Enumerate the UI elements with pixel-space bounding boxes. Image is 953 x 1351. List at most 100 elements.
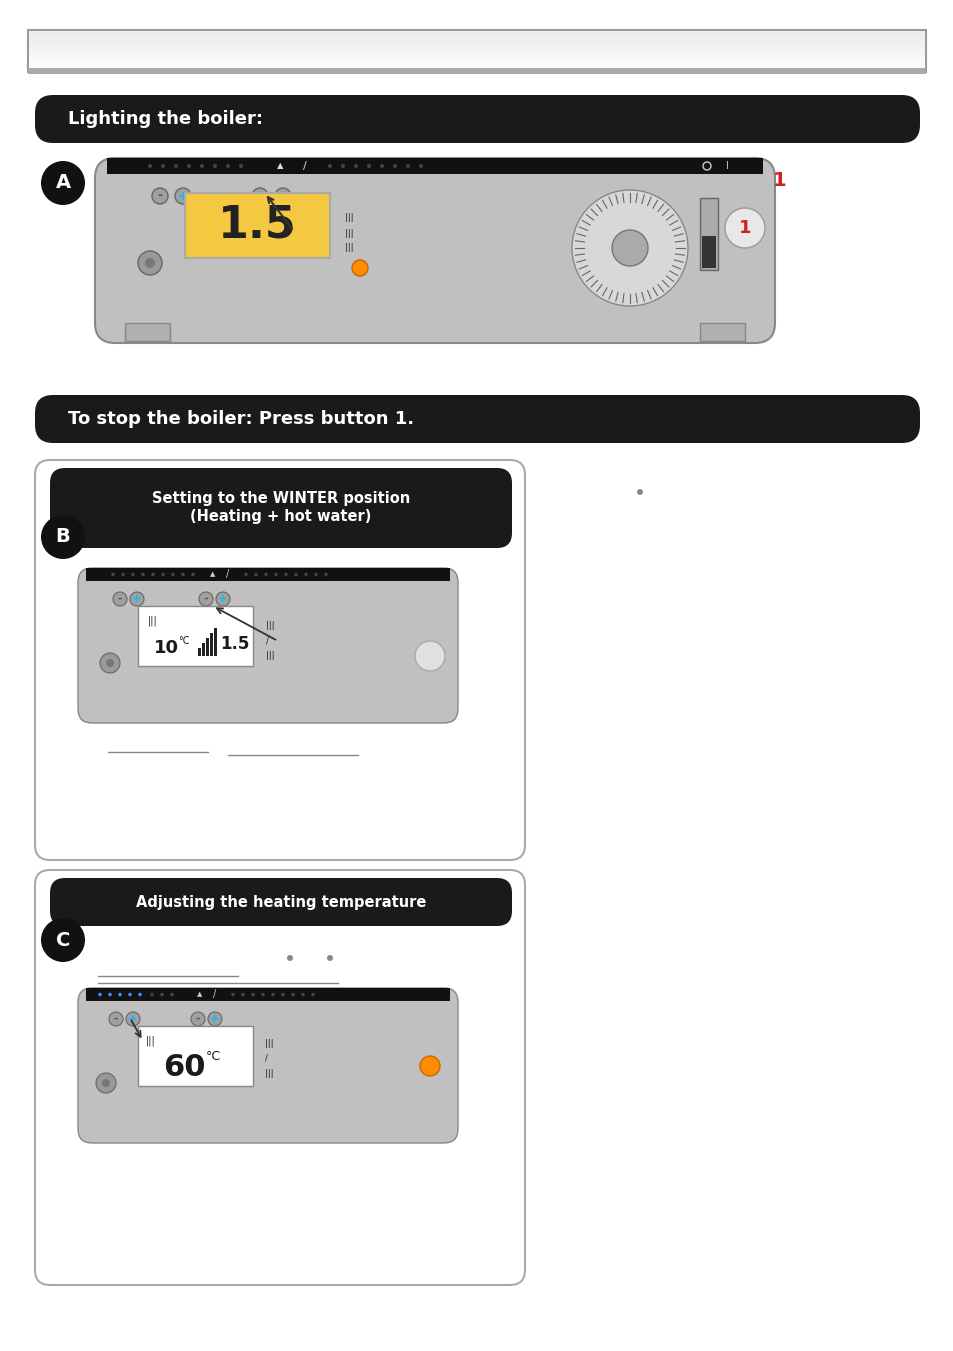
Text: I: I bbox=[725, 161, 728, 172]
Circle shape bbox=[226, 163, 230, 168]
Circle shape bbox=[231, 993, 234, 996]
Circle shape bbox=[191, 573, 194, 577]
Circle shape bbox=[181, 573, 185, 577]
Circle shape bbox=[264, 573, 268, 577]
Text: |||: ||| bbox=[345, 228, 354, 238]
Circle shape bbox=[126, 1012, 140, 1025]
Circle shape bbox=[161, 573, 165, 577]
Circle shape bbox=[354, 163, 357, 168]
Bar bbox=[28, 30, 925, 72]
Circle shape bbox=[208, 1012, 222, 1025]
Circle shape bbox=[261, 993, 265, 996]
Circle shape bbox=[239, 163, 243, 168]
Circle shape bbox=[281, 993, 285, 996]
Text: +: + bbox=[129, 1015, 137, 1024]
FancyBboxPatch shape bbox=[50, 878, 512, 925]
Circle shape bbox=[612, 230, 647, 266]
Circle shape bbox=[112, 592, 127, 607]
Circle shape bbox=[284, 573, 288, 577]
Text: |||: ||| bbox=[266, 621, 274, 631]
Text: ▲: ▲ bbox=[210, 571, 215, 577]
Circle shape bbox=[152, 188, 168, 204]
Circle shape bbox=[253, 573, 257, 577]
Text: /: / bbox=[303, 161, 307, 172]
Circle shape bbox=[160, 993, 164, 996]
Circle shape bbox=[367, 163, 371, 168]
Text: /: / bbox=[265, 1054, 268, 1062]
Circle shape bbox=[328, 163, 332, 168]
Circle shape bbox=[145, 258, 154, 267]
Circle shape bbox=[724, 208, 764, 249]
Circle shape bbox=[406, 163, 410, 168]
Bar bbox=[206, 638, 209, 657]
Text: /: / bbox=[266, 636, 269, 646]
Circle shape bbox=[102, 1079, 110, 1088]
Bar bbox=[138, 607, 253, 666]
Circle shape bbox=[287, 955, 293, 961]
Circle shape bbox=[301, 993, 304, 996]
Circle shape bbox=[138, 251, 162, 276]
Bar bbox=[138, 1025, 253, 1086]
Text: +: + bbox=[132, 594, 141, 604]
FancyBboxPatch shape bbox=[35, 459, 524, 861]
Text: To stop the boiler: Press button 1.: To stop the boiler: Press button 1. bbox=[68, 409, 414, 428]
Text: |||: ||| bbox=[265, 1069, 274, 1078]
Circle shape bbox=[170, 993, 173, 996]
Bar bbox=[125, 323, 170, 340]
Circle shape bbox=[415, 640, 444, 671]
Text: ▲: ▲ bbox=[276, 162, 283, 170]
FancyBboxPatch shape bbox=[78, 567, 457, 723]
Bar bbox=[86, 567, 450, 581]
Text: B: B bbox=[55, 527, 71, 547]
Bar bbox=[185, 193, 330, 258]
Circle shape bbox=[96, 1073, 116, 1093]
Circle shape bbox=[241, 993, 245, 996]
Circle shape bbox=[118, 993, 122, 996]
Circle shape bbox=[109, 1012, 123, 1025]
Circle shape bbox=[121, 573, 125, 577]
Circle shape bbox=[379, 163, 384, 168]
Circle shape bbox=[100, 653, 120, 673]
Bar bbox=[202, 643, 205, 657]
Bar bbox=[701, 236, 716, 267]
Circle shape bbox=[161, 163, 165, 168]
Circle shape bbox=[148, 163, 152, 168]
Bar bbox=[213, 628, 216, 657]
Circle shape bbox=[314, 573, 317, 577]
Text: -: - bbox=[157, 189, 162, 203]
Circle shape bbox=[244, 573, 248, 577]
Text: /: / bbox=[213, 989, 216, 1000]
Circle shape bbox=[572, 190, 687, 305]
Text: |||: ||| bbox=[148, 616, 157, 627]
Text: |||: ||| bbox=[266, 651, 274, 661]
Circle shape bbox=[271, 993, 274, 996]
Circle shape bbox=[173, 163, 178, 168]
Circle shape bbox=[637, 489, 642, 494]
FancyBboxPatch shape bbox=[50, 467, 512, 549]
Circle shape bbox=[108, 993, 112, 996]
Circle shape bbox=[252, 188, 268, 204]
Circle shape bbox=[274, 188, 291, 204]
Text: 10: 10 bbox=[153, 639, 179, 657]
Circle shape bbox=[41, 917, 85, 962]
Circle shape bbox=[98, 993, 102, 996]
Text: 1.5: 1.5 bbox=[220, 635, 249, 653]
Circle shape bbox=[150, 993, 153, 996]
Bar bbox=[28, 68, 925, 74]
Circle shape bbox=[130, 592, 144, 607]
Circle shape bbox=[419, 1056, 439, 1075]
Circle shape bbox=[304, 573, 308, 577]
Text: |||: ||| bbox=[265, 1039, 274, 1047]
Text: /: / bbox=[226, 570, 230, 580]
Circle shape bbox=[352, 259, 368, 276]
Text: +: + bbox=[177, 189, 188, 203]
Text: |||: ||| bbox=[345, 213, 354, 223]
Circle shape bbox=[174, 188, 191, 204]
Circle shape bbox=[393, 163, 396, 168]
Circle shape bbox=[340, 163, 345, 168]
Text: -: - bbox=[195, 1015, 200, 1024]
Circle shape bbox=[215, 592, 230, 607]
Text: |||: ||| bbox=[345, 243, 354, 253]
Circle shape bbox=[311, 993, 314, 996]
Text: +: + bbox=[218, 594, 228, 604]
